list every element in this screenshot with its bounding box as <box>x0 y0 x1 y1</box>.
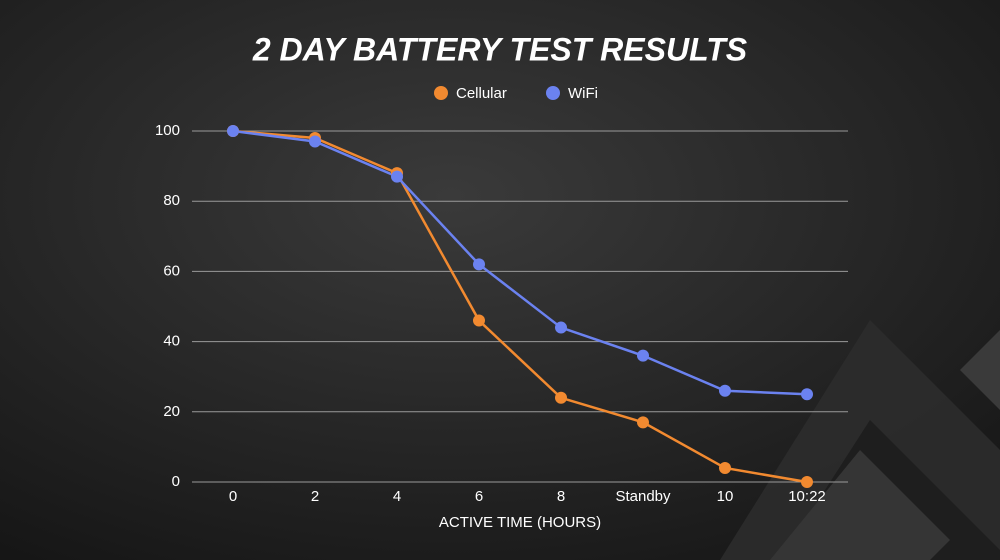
legend-label: Cellular <box>456 85 507 102</box>
data-point <box>719 461 731 474</box>
series-line <box>232 129 808 484</box>
y-tick-label: 100 <box>155 122 180 139</box>
y-tick-label: 20 <box>163 403 180 420</box>
x-axis-label: ACTIVE TIME (HOURS) <box>439 514 601 531</box>
data-point <box>309 135 321 148</box>
x-tick-label: 10:22 <box>788 488 826 505</box>
x-tick-label: 0 <box>229 488 237 505</box>
legend-marker <box>434 86 448 100</box>
y-tick-label: 0 <box>172 473 180 490</box>
data-point <box>801 388 813 401</box>
series-line <box>232 129 808 396</box>
data-point <box>473 258 485 271</box>
data-point <box>473 314 485 327</box>
x-tick-label: 10 <box>717 488 734 505</box>
decoration <box>720 320 1000 560</box>
data-point <box>801 476 813 488</box>
x-tick-label: 4 <box>393 488 401 505</box>
x-tick-label: Standby <box>615 488 671 505</box>
y-tick-label: 40 <box>163 333 180 350</box>
data-point <box>637 416 649 429</box>
data-point <box>555 391 567 404</box>
y-tick-label: 60 <box>163 262 180 279</box>
x-tick-label: 6 <box>475 488 483 505</box>
legend-label: WiFi <box>568 85 598 102</box>
x-tick-label: 8 <box>557 488 565 505</box>
legend-marker <box>546 86 560 100</box>
data-point <box>637 349 649 362</box>
data-point <box>227 125 239 137</box>
data-point <box>391 170 403 183</box>
data-point <box>719 384 731 397</box>
chart-title: 2 DAY BATTERY TEST RESULTS <box>252 31 748 67</box>
data-point <box>555 321 567 334</box>
y-tick-label: 80 <box>163 192 180 209</box>
x-tick-label: 2 <box>311 488 319 505</box>
